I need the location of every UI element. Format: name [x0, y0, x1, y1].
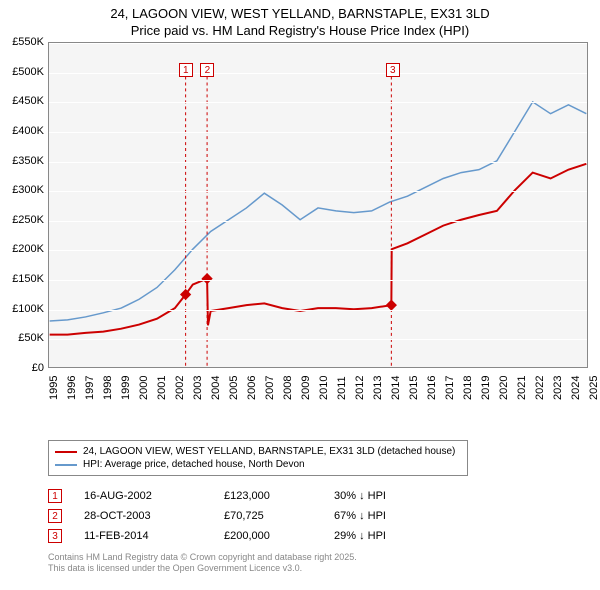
event-marker-icon: 1	[48, 489, 62, 503]
event-row: 1 16-AUG-2002£123,00030% ↓ HPI	[48, 486, 444, 506]
event-delta: 29% ↓ HPI	[334, 530, 444, 542]
event-row: 2 28-OCT-2003£70,72567% ↓ HPI	[48, 506, 444, 526]
y-axis-label: £550K	[2, 36, 44, 48]
x-axis-label: 2025	[588, 376, 600, 400]
marker-box-3: 3	[386, 63, 400, 77]
y-axis-label: £100K	[2, 303, 44, 315]
y-axis-label: £250K	[2, 214, 44, 226]
y-axis-label: £150K	[2, 273, 44, 285]
event-marker-icon: 2	[48, 509, 62, 523]
x-axis-label: 2010	[318, 376, 330, 400]
event-price: £200,000	[224, 530, 334, 542]
gridline	[49, 191, 587, 192]
y-axis-label: £50K	[2, 332, 44, 344]
gridline	[49, 43, 587, 44]
x-axis-label: 1997	[84, 376, 96, 400]
x-axis-label: 2009	[300, 376, 312, 400]
x-axis-label: 1995	[48, 376, 60, 400]
gridline	[49, 73, 587, 74]
event-delta: 67% ↓ HPI	[334, 510, 444, 522]
gridline	[49, 250, 587, 251]
chart-container: 24, LAGOON VIEW, WEST YELLAND, BARNSTAPL…	[0, 0, 600, 590]
x-axis-label: 2002	[174, 376, 186, 400]
x-axis-label: 1996	[66, 376, 78, 400]
x-axis-label: 2003	[192, 376, 204, 400]
legend-swatch-price-paid	[55, 451, 77, 453]
y-axis-label: £450K	[2, 95, 44, 107]
license-line-1: Contains HM Land Registry data © Crown c…	[48, 552, 357, 563]
x-axis-label: 2022	[534, 376, 546, 400]
event-date: 28-OCT-2003	[84, 510, 224, 522]
event-marker-icon: 3	[48, 529, 62, 543]
legend: 24, LAGOON VIEW, WEST YELLAND, BARNSTAPL…	[48, 440, 468, 476]
y-axis-label: £500K	[2, 66, 44, 78]
x-axis-label: 2011	[336, 376, 348, 400]
x-axis-label: 2006	[246, 376, 258, 400]
x-axis-label: 2023	[552, 376, 564, 400]
x-axis-label: 2007	[264, 376, 276, 400]
gridline	[49, 339, 587, 340]
title-line-2: Price paid vs. HM Land Registry's House …	[0, 23, 600, 40]
y-axis-label: £400K	[2, 125, 44, 137]
x-axis-label: 2021	[516, 376, 528, 400]
gridline	[49, 102, 587, 103]
event-delta: 30% ↓ HPI	[334, 490, 444, 502]
y-axis-label: £0	[2, 362, 44, 374]
license-line-2: This data is licensed under the Open Gov…	[48, 563, 357, 574]
x-axis-label: 2012	[354, 376, 366, 400]
event-row: 3 11-FEB-2014£200,00029% ↓ HPI	[48, 526, 444, 546]
legend-item-price-paid: 24, LAGOON VIEW, WEST YELLAND, BARNSTAPL…	[55, 445, 461, 458]
title-block: 24, LAGOON VIEW, WEST YELLAND, BARNSTAPL…	[0, 0, 600, 44]
legend-label-price-paid: 24, LAGOON VIEW, WEST YELLAND, BARNSTAPL…	[83, 446, 455, 457]
event-price: £123,000	[224, 490, 334, 502]
x-axis-label: 2019	[480, 376, 492, 400]
plot-area: 12 3	[48, 42, 588, 368]
x-axis-label: 2024	[570, 376, 582, 400]
gridline	[49, 221, 587, 222]
events-table: 1 16-AUG-2002£123,00030% ↓ HPI 2 28-OCT-200…	[48, 486, 444, 546]
x-axis-label: 2005	[228, 376, 240, 400]
x-axis-label: 2001	[156, 376, 168, 400]
chart-lines	[49, 43, 587, 367]
x-axis-label: 2013	[372, 376, 384, 400]
x-axis-label: 2018	[462, 376, 474, 400]
x-axis-label: 2004	[210, 376, 222, 400]
legend-item-hpi: HPI: Average price, detached house, Nort…	[55, 458, 461, 471]
event-date: 16-AUG-2002	[84, 490, 224, 502]
marker-box-1: 1	[179, 63, 193, 77]
x-axis-label: 2020	[498, 376, 510, 400]
series-hpi	[50, 102, 587, 321]
chart-area: 12 3 £0 £50K £100K £150K £200K £250K £300K £350K…	[0, 42, 600, 400]
x-axis-label: 2016	[426, 376, 438, 400]
gridline	[49, 280, 587, 281]
license-text: Contains HM Land Registry data © Crown c…	[48, 552, 357, 574]
title-line-1: 24, LAGOON VIEW, WEST YELLAND, BARNSTAPL…	[0, 6, 600, 23]
x-axis-label: 1999	[120, 376, 132, 400]
event-date: 11-FEB-2014	[84, 530, 224, 542]
marker-point	[201, 273, 212, 284]
y-axis-label: £200K	[2, 243, 44, 255]
marker-box-2: 2	[200, 63, 214, 77]
gridline	[49, 310, 587, 311]
y-axis-label: £300K	[2, 184, 44, 196]
gridline	[49, 132, 587, 133]
legend-swatch-hpi	[55, 464, 77, 466]
x-axis-label: 2014	[390, 376, 402, 400]
x-axis-label: 2017	[444, 376, 456, 400]
gridline	[49, 162, 587, 163]
x-axis-label: 2015	[408, 376, 420, 400]
x-axis-label: 1998	[102, 376, 114, 400]
legend-label-hpi: HPI: Average price, detached house, Nort…	[83, 459, 305, 470]
x-axis-label: 2008	[282, 376, 294, 400]
y-axis-label: £350K	[2, 155, 44, 167]
x-axis-label: 2000	[138, 376, 150, 400]
event-price: £70,725	[224, 510, 334, 522]
